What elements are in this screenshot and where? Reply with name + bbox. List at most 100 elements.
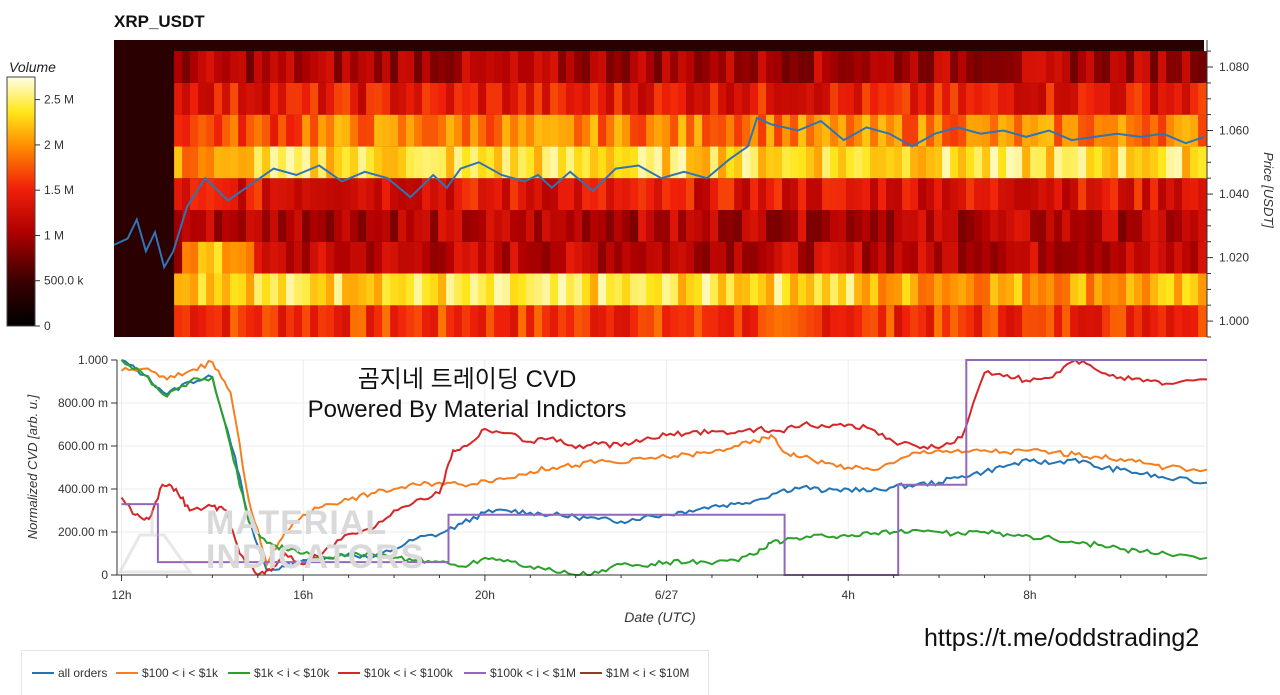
- legend-item-1m-10m[interactable]: $1M < i < $10M: [580, 666, 689, 680]
- heatmap-cell: [422, 178, 431, 210]
- heatmap-cell: [766, 146, 775, 179]
- heatmap-cell: [1174, 241, 1183, 274]
- telegram-link[interactable]: https://t.me/oddstrading2: [924, 624, 1200, 652]
- heatmap-cell: [774, 241, 783, 274]
- heatmap-cell: [598, 146, 607, 179]
- heatmap-cell: [710, 51, 719, 83]
- heatmap-cell: [406, 305, 415, 337]
- heatmap-cell: [718, 114, 727, 147]
- heatmap-cell: [1102, 273, 1111, 306]
- heatmap-cell: [1086, 178, 1095, 210]
- heatmap-cell: [1014, 82, 1023, 115]
- heatmap-cell: [1062, 178, 1071, 210]
- heatmap-cell: [430, 178, 439, 210]
- heatmap-cell: [270, 178, 279, 210]
- price-axis-label: Price [USDT]: [1261, 152, 1276, 228]
- legend-label: $1M < i < $10M: [606, 666, 690, 680]
- heatmap-cell: [518, 114, 527, 147]
- heatmap-cell: [246, 241, 255, 274]
- heatmap-cell: [766, 305, 775, 337]
- heatmap-cell: [382, 241, 391, 274]
- heatmap-cell: [398, 82, 407, 115]
- heatmap-cell: [326, 305, 335, 337]
- heatmap-cell: [1022, 305, 1031, 337]
- heatmap-cell: [846, 146, 855, 179]
- watermark-logo: [117, 510, 193, 574]
- colorbar-label: Volume: [9, 59, 56, 75]
- heatmap-cell: [238, 209, 247, 242]
- heatmap-cell: [614, 114, 623, 147]
- heatmap-cell: [942, 241, 951, 274]
- heatmap-cell: [678, 146, 687, 179]
- heatmap-cell: [558, 305, 567, 337]
- heatmap-cell: [1150, 82, 1159, 115]
- legend-item-1k-10k[interactable]: $1k < i < $10k: [228, 666, 329, 680]
- heatmap-cell: [694, 209, 703, 242]
- heatmap-cell: [878, 146, 887, 179]
- heatmap-cell: [750, 209, 759, 242]
- heatmap-cell: [214, 82, 223, 115]
- heatmap-cell: [806, 241, 815, 274]
- heatmap-cell: [1166, 82, 1175, 115]
- heatmap-cell: [446, 241, 455, 274]
- heatmap-cell: [446, 273, 455, 306]
- heatmap-cell: [950, 241, 959, 274]
- heatmap-cell: [318, 146, 327, 179]
- heatmap-cell: [462, 114, 471, 147]
- heatmap-cell: [478, 146, 487, 179]
- legend-item-all-orders[interactable]: all orders: [32, 666, 107, 680]
- heatmap-cell: [286, 241, 295, 274]
- heatmap-cell: [862, 209, 871, 242]
- heatmap-cell: [958, 209, 967, 242]
- heatmap-cell: [846, 51, 855, 83]
- heatmap-cell: [446, 178, 455, 210]
- heatmap-cell: [894, 209, 903, 242]
- heatmap-cell: [430, 82, 439, 115]
- legend-item-100-1k[interactable]: $100 < i < $1k: [116, 666, 218, 680]
- heatmap-cell: [622, 82, 631, 115]
- heatmap-cell: [1174, 82, 1183, 115]
- heatmap-cell: [734, 273, 743, 306]
- heatmap-cell: [718, 178, 727, 210]
- heatmap-cell: [318, 305, 327, 337]
- heatmap-cell: [310, 114, 319, 147]
- heatmap-cell: [1038, 305, 1047, 337]
- heatmap-cell: [1190, 82, 1199, 115]
- heatmap-cell: [870, 241, 879, 274]
- heatmap-cell: [798, 241, 807, 274]
- heatmap-cell: [286, 82, 295, 115]
- legend-item-10k-100k[interactable]: $10k < i < $100k: [338, 666, 453, 680]
- heatmap-cell: [486, 273, 495, 306]
- heatmap-cell: [454, 51, 463, 83]
- heatmap-cell: [662, 51, 671, 83]
- heatmap-cell: [358, 305, 367, 337]
- heatmap-cell: [1134, 114, 1143, 147]
- colorbar: [6, 76, 36, 327]
- heatmap-cell: [694, 241, 703, 274]
- heatmap-cell: [1054, 305, 1063, 337]
- heatmap-cell: [1198, 241, 1207, 274]
- heatmap-cell: [574, 114, 583, 147]
- heatmap-cell: [1126, 82, 1135, 115]
- heatmap-cell: [350, 51, 359, 83]
- heatmap-cell: [790, 305, 799, 337]
- heatmap-cell: [998, 305, 1007, 337]
- heatmap-cell: [854, 51, 863, 83]
- heatmap-cell: [1046, 178, 1055, 210]
- heatmap-cell: [422, 209, 431, 242]
- heatmap-cell: [726, 51, 735, 83]
- heatmap-cell: [238, 305, 247, 337]
- heatmap-cell: [782, 305, 791, 337]
- heatmap-cell: [1030, 209, 1039, 242]
- heatmap-cell: [862, 273, 871, 306]
- heatmap-cell: [414, 51, 423, 83]
- heatmap-cell: [310, 82, 319, 115]
- heatmap-cell: [830, 273, 839, 306]
- legend-item-100k-1m[interactable]: $100k < i < $1M: [464, 666, 576, 680]
- heatmap-cell: [942, 82, 951, 115]
- heatmap-cell: [846, 178, 855, 210]
- heatmap-cell: [534, 209, 543, 242]
- heatmap-cell: [1022, 209, 1031, 242]
- heatmap-cell: [1126, 273, 1135, 306]
- heatmap-cell: [1054, 273, 1063, 306]
